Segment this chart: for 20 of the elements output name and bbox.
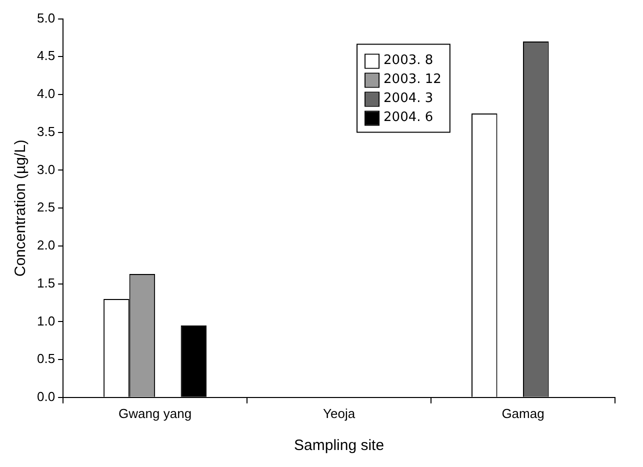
- x-tick-label: Yeoja: [323, 406, 356, 421]
- y-tick-label: 4.5: [36, 48, 56, 64]
- y-tick-label: 5.0: [36, 10, 56, 26]
- x-tick-label: Gamag: [502, 406, 544, 421]
- y-tick-label: 4.0: [36, 86, 56, 102]
- y-tick-label: 0.0: [36, 388, 56, 404]
- legend-label: 2003. 12: [384, 72, 442, 88]
- y-tick-label: 1.5: [36, 275, 56, 290]
- legend-label: 2004. 6: [384, 110, 434, 126]
- x-axis-title: Sampling site: [294, 437, 384, 454]
- y-tick-label: 2.5: [36, 200, 56, 215]
- y-tick-label: 3.5: [36, 124, 56, 139]
- y-tick-label: 1.0: [36, 313, 56, 328]
- y-tick-label: 3.0: [36, 162, 56, 177]
- legend-label: 2004. 3: [384, 91, 434, 106]
- y-axis-title: Concentration (µg/L): [12, 140, 30, 277]
- y-tick-label: 2.0: [36, 238, 56, 253]
- y-tick-label: 0.5: [36, 351, 56, 366]
- legend-label: 2003. 8: [384, 53, 434, 68]
- x-tick-label: Gwang yang: [118, 406, 192, 421]
